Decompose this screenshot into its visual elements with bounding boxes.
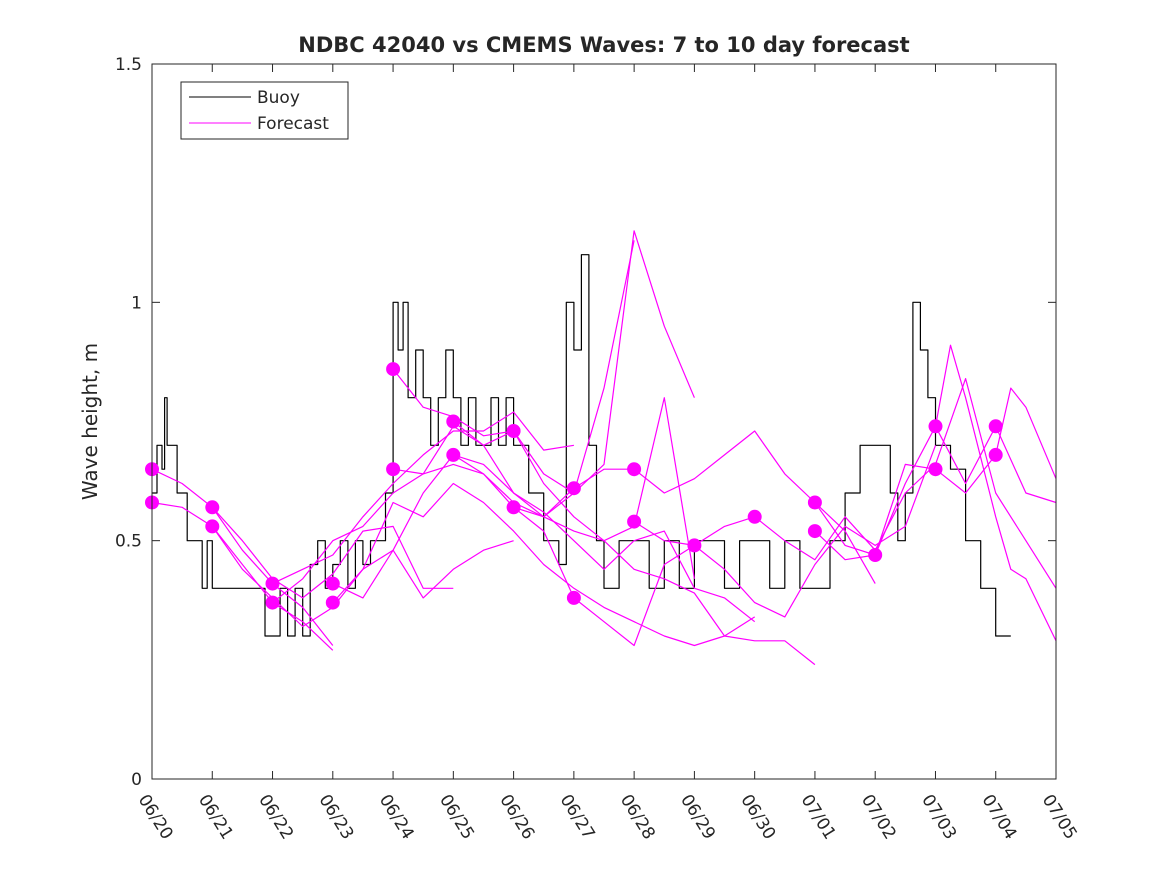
y-tick-label: 1 bbox=[131, 293, 142, 313]
forecast-marker-11 bbox=[446, 447, 461, 462]
forecast-marker-14 bbox=[566, 481, 581, 496]
series-line-forecast-3 bbox=[211, 506, 454, 599]
series-line-forecast-16 bbox=[814, 387, 1057, 561]
forecast-marker-13 bbox=[506, 500, 521, 515]
forecast-marker-5 bbox=[265, 595, 280, 610]
forecast-marker-10 bbox=[446, 414, 461, 429]
forecast-marker-19 bbox=[747, 509, 762, 524]
legend: Buoy Forecast bbox=[180, 81, 349, 140]
marker-layer bbox=[145, 362, 1003, 610]
forecast-marker-15 bbox=[566, 590, 581, 605]
series-line-buoy bbox=[152, 254, 1011, 637]
series-line-forecast-14 bbox=[633, 378, 1057, 589]
forecast-marker-3 bbox=[205, 519, 220, 534]
plot-area bbox=[152, 64, 1056, 779]
forecast-marker-21 bbox=[807, 524, 822, 539]
forecast-marker-12 bbox=[506, 424, 521, 438]
series-layer bbox=[151, 230, 1057, 666]
forecast-marker-2 bbox=[205, 500, 220, 515]
series-line-forecast-15 bbox=[814, 344, 1057, 642]
forecast-marker-22 bbox=[868, 548, 883, 562]
y-tick-label: 0 bbox=[131, 770, 142, 790]
forecast-marker-8 bbox=[386, 362, 401, 377]
forecast-marker-18 bbox=[687, 538, 702, 553]
forecast-marker-9 bbox=[386, 462, 401, 477]
legend-box bbox=[180, 81, 349, 140]
forecast-marker-7 bbox=[325, 595, 340, 610]
forecast-marker-20 bbox=[807, 495, 822, 510]
series-line-forecast-8 bbox=[332, 482, 756, 647]
y-axis-label: Wave height, m bbox=[78, 343, 102, 500]
series-line-forecast-2 bbox=[151, 501, 334, 651]
forecast-marker-6 bbox=[325, 576, 340, 591]
legend-label-buoy: Buoy bbox=[257, 88, 300, 108]
plot-frame bbox=[151, 63, 1057, 780]
y-tick-label: 1.5 bbox=[115, 55, 142, 75]
forecast-marker-17 bbox=[627, 514, 642, 529]
forecast-marker-4 bbox=[265, 576, 280, 591]
forecast-marker-16 bbox=[627, 462, 642, 477]
y-tick-label: 0.5 bbox=[115, 532, 142, 552]
forecast-marker-25 bbox=[988, 419, 1003, 434]
series-line-forecast-9 bbox=[392, 230, 695, 494]
series-line-forecast-5 bbox=[272, 411, 574, 585]
series-line-forecast-1 bbox=[151, 468, 334, 646]
series-line-forecast-12 bbox=[452, 430, 876, 584]
forecast-marker-24 bbox=[928, 462, 943, 477]
forecast-marker-26 bbox=[988, 447, 1003, 462]
chart-title: NDBC 42040 vs CMEMS Waves: 7 to 10 day f… bbox=[298, 33, 909, 57]
legend-label-forecast: Forecast bbox=[257, 114, 329, 134]
forecast-marker-23 bbox=[928, 419, 943, 434]
